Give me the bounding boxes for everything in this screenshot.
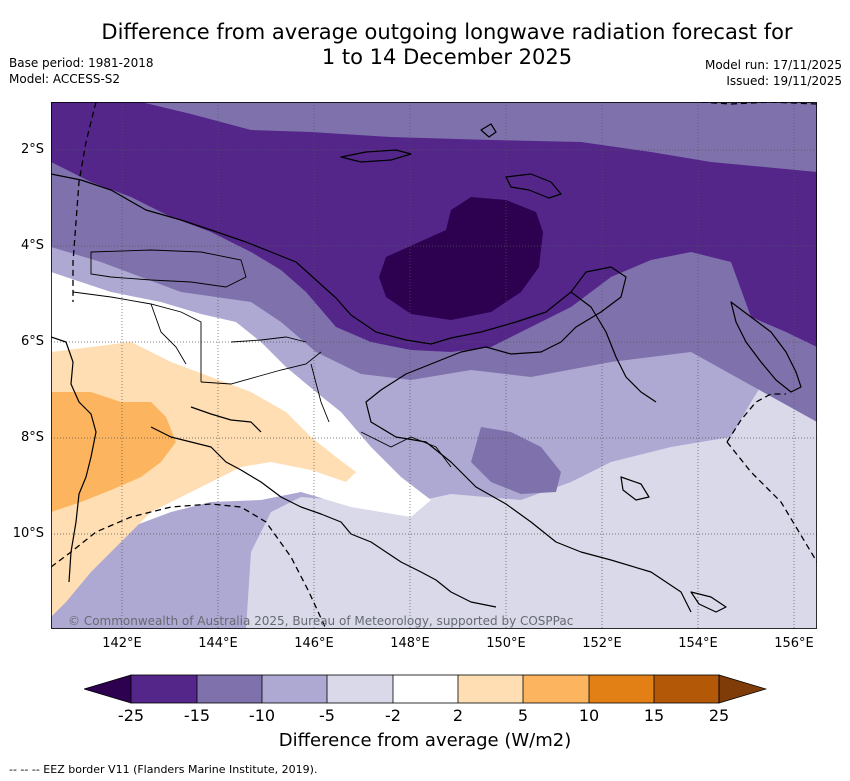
colorbar-tick: -10: [248, 706, 276, 725]
model-run: Model run: 17/11/2025: [704, 58, 842, 72]
colorbar-segment: [458, 675, 523, 703]
band-minus-25: [379, 197, 543, 320]
eez-borders: [51, 102, 817, 629]
colorbar-segment: [393, 675, 458, 703]
model-name: Model: ACCESS-S2: [9, 72, 121, 86]
lon-label: 154°E: [678, 636, 718, 651]
colorbar-segment: [523, 675, 589, 703]
colorbar-segment: [654, 675, 719, 703]
lat-label: 8°S: [20, 430, 44, 445]
colorbar-label: Difference from average (W/m2): [278, 730, 572, 751]
base-period: Base period: 1981-2018: [9, 56, 154, 70]
colorbar-segment: [327, 675, 393, 703]
province-borders: [72, 249, 452, 468]
colorbar-tick: 2: [452, 706, 464, 725]
map-svg: [51, 102, 817, 629]
graticule: [51, 102, 817, 629]
colorbar-tick: -15: [183, 706, 211, 725]
lon-label: 142°E: [102, 636, 142, 651]
colorbar-tick: -5: [319, 706, 335, 725]
colorbar: [82, 674, 768, 708]
lon-label: 146°E: [294, 636, 334, 651]
lat-label: 2°S: [20, 142, 44, 157]
colorbar-svg: [82, 674, 768, 704]
meta-left: Base period: 1981-2018 Model: ACCESS-S2: [9, 55, 154, 87]
band-minus-25-15: [51, 102, 817, 352]
lon-label: 156°E: [774, 636, 814, 651]
colorbar-tick: 15: [643, 706, 665, 725]
colorbar-arrow-low: [82, 674, 132, 704]
colorbar-tick: -25: [117, 706, 145, 725]
coastlines: [51, 123, 802, 613]
map-panel: [51, 102, 817, 629]
meta-right: Model run: 17/11/2025 Issued: 19/11/2025: [705, 57, 842, 89]
colorbar-tick: 10: [578, 706, 600, 725]
lon-label: 148°E: [390, 636, 430, 651]
issued-date: Issued: 19/11/2025: [726, 74, 842, 88]
colorbar-segment: [131, 675, 197, 703]
band-plus-5-10: [51, 392, 176, 512]
colorbar-arrow-high: [718, 674, 768, 704]
colorbar-segment: [589, 675, 654, 703]
colorbar-segment: [197, 675, 262, 703]
copyright-notice: © Commonwealth of Australia 2025, Bureau…: [68, 614, 574, 628]
lon-label: 150°E: [486, 636, 526, 651]
lat-label: 6°S: [20, 334, 44, 349]
lat-label: 10°S: [12, 526, 44, 541]
lat-label: 4°S: [20, 238, 44, 253]
colorbar-tick: 5: [517, 706, 529, 725]
colorbar-tick: 25: [708, 706, 730, 725]
band-patch-south: [471, 427, 561, 494]
title-line-1: Difference from average outgoing longwav…: [101, 20, 793, 44]
map-title: Difference from average outgoing longwav…: [0, 20, 850, 70]
title-line-2: 1 to 14 December 2025: [321, 45, 573, 69]
colorbar-tick: -2: [385, 706, 401, 725]
lon-label: 152°E: [582, 636, 622, 651]
lon-label: 144°E: [198, 636, 238, 651]
colorbar-segment: [262, 675, 327, 703]
eez-legend: -- -- -- EEZ border V11 (Flanders Marine…: [9, 763, 318, 776]
